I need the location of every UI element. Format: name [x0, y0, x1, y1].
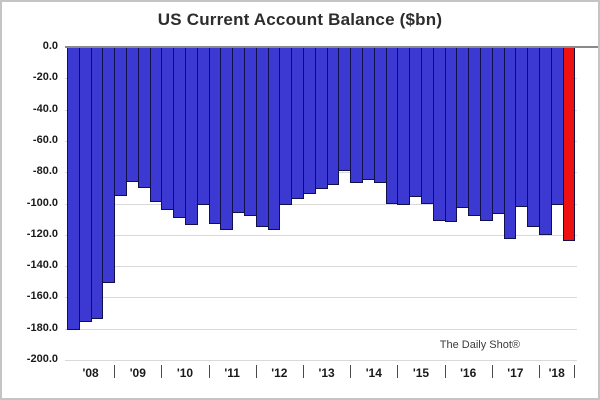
x-tick-separator: [491, 365, 493, 378]
x-tick-separator: [114, 365, 116, 378]
x-year-label-14: '14: [365, 366, 382, 380]
y-tick-label--140.0: -140.0: [26, 259, 58, 272]
gridline-200: [65, 360, 577, 361]
x-tick-separator: [350, 365, 352, 378]
x-tick-separator: [397, 365, 399, 378]
y-tick-label--160.0: -160.0: [26, 290, 58, 303]
zero-axis-line: [65, 45, 598, 48]
bar-2018-q3: [562, 47, 576, 242]
x-tick-separator: [444, 365, 446, 378]
y-tick-label--100.0: -100.0: [26, 196, 58, 209]
gridline-180: [65, 328, 577, 330]
y-tick-label--120.0: -120.0: [26, 227, 58, 240]
y-tick-label--20.0: -20.0: [32, 71, 58, 84]
x-tick-separator: [574, 365, 576, 378]
x-tick-separator: [539, 365, 540, 378]
x-year-label-15: '15: [412, 366, 430, 380]
y-tick-label--180.0: -180.0: [26, 321, 58, 334]
x-tick-separator: [161, 365, 163, 378]
chart-title: US Current Account Balance ($bn): [157, 10, 443, 29]
x-year-label-11: '11: [224, 366, 240, 380]
x-year-label-09: '09: [129, 366, 146, 380]
y-tick-label-0.0: 0.0: [42, 40, 58, 52]
y-tick-label--200.0: -200.0: [26, 353, 58, 365]
x-tick-separator: [208, 365, 210, 378]
x-year-label-16: '16: [460, 366, 477, 380]
x-tick-separator: [255, 365, 257, 378]
gridline-120: [65, 234, 577, 236]
y-tick-label--80.0: -80.0: [32, 165, 58, 178]
x-year-label-10: '10: [176, 366, 194, 380]
x-year-label-08: '08: [82, 366, 99, 380]
x-year-label-13: '13: [318, 366, 335, 380]
x-year-label-12: '12: [271, 366, 288, 380]
x-year-label-18: '18: [548, 366, 565, 380]
y-tick-label--40.0: -40.0: [32, 102, 58, 115]
x-year-label-17: '17: [507, 366, 524, 380]
y-tick-label--60.0: -60.0: [32, 133, 58, 146]
gridline-160: [65, 297, 577, 299]
gridline-100: [65, 203, 577, 205]
gridline-140: [65, 266, 577, 268]
x-tick-separator: [303, 365, 304, 378]
watermark-daily-shot: The Daily Shot®: [439, 339, 520, 351]
